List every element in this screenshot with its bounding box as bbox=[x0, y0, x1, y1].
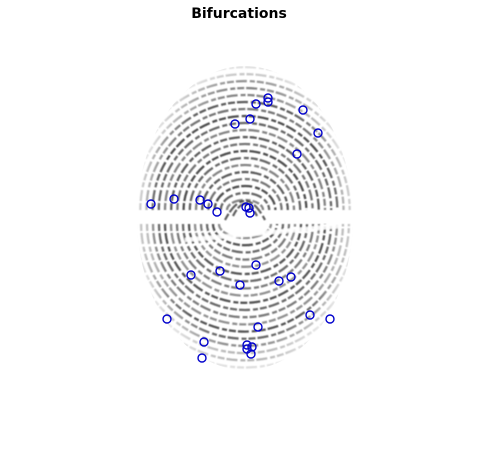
bifurcation-marker bbox=[197, 353, 207, 363]
bifurcation-marker bbox=[146, 199, 156, 209]
bifurcation-marker bbox=[292, 149, 302, 159]
bifurcation-marker bbox=[162, 314, 172, 324]
bifurcation-markers bbox=[146, 93, 335, 363]
bifurcation-marker bbox=[186, 270, 196, 280]
bifurcation-marker bbox=[230, 119, 240, 129]
bifurcation-marker bbox=[263, 93, 273, 103]
bifurcation-marker bbox=[215, 266, 225, 276]
bifurcation-marker bbox=[263, 97, 273, 107]
bifurcation-marker bbox=[298, 105, 308, 115]
bifurcation-marker bbox=[203, 199, 213, 209]
bifurcation-marker bbox=[274, 276, 284, 286]
figure-title: Bifurcations bbox=[191, 6, 287, 22]
bifurcation-marker bbox=[245, 208, 255, 218]
bifurcation-marker bbox=[245, 114, 255, 124]
bifurcation-marker bbox=[286, 272, 296, 282]
bifurcation-marker bbox=[235, 280, 245, 290]
bifurcation-marker bbox=[195, 195, 205, 205]
bifurcation-marker bbox=[212, 207, 222, 217]
bifurcation-marker bbox=[199, 337, 209, 347]
bifurcation-marker bbox=[305, 310, 315, 320]
bifurcation-marker bbox=[251, 260, 261, 270]
bifurcation-marker bbox=[253, 322, 263, 332]
bifurcation-marker bbox=[325, 314, 335, 324]
bifurcation-marker bbox=[313, 128, 323, 138]
bifurcation-marker bbox=[247, 342, 257, 352]
bifurcation-marker bbox=[244, 203, 254, 213]
bifurcation-marker bbox=[242, 340, 252, 350]
fingerprint-image bbox=[135, 64, 355, 372]
bifurcation-marker bbox=[169, 194, 179, 204]
bifurcation-marker bbox=[246, 349, 256, 359]
fingerprint-edge-fade bbox=[135, 64, 355, 372]
bifurcation-marker bbox=[251, 99, 261, 109]
